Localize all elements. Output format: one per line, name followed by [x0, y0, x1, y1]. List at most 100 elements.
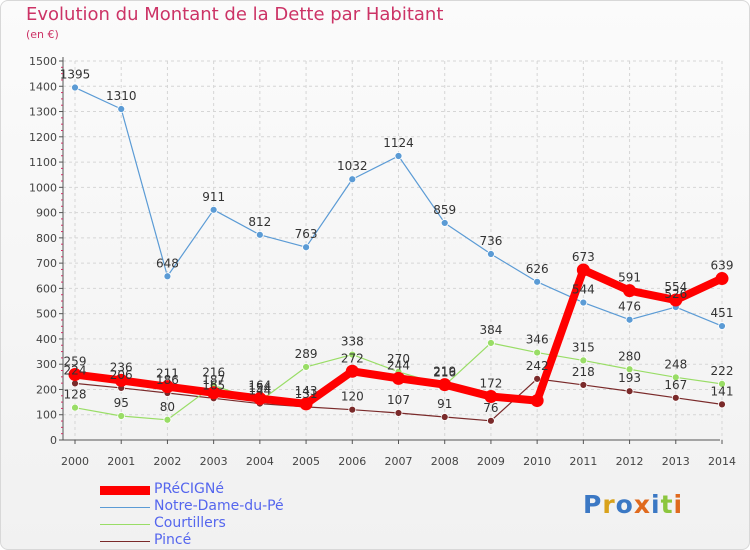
data-point-precigne	[160, 380, 174, 394]
data-point-precigne	[68, 368, 82, 382]
y-tick-label: 1000	[29, 181, 57, 194]
x-tick-label: 2010	[523, 455, 551, 468]
legend-label-courtillers: Courtillers	[154, 515, 226, 531]
data-label-notre-dame-du-pe: 911	[202, 190, 225, 204]
data-label-precigne: 236	[110, 360, 133, 374]
data-label-precigne: 211	[156, 367, 179, 381]
data-label-precigne: 591	[618, 271, 641, 285]
data-label-notre-dame-du-pe: 526	[664, 287, 687, 301]
data-point-precigne	[345, 364, 359, 378]
x-tick-label: 2003	[200, 455, 228, 468]
data-label-pince: 224	[64, 363, 87, 377]
data-label-pince: 218	[572, 365, 595, 379]
data-point-precigne	[623, 284, 637, 298]
legend-item-pince: Pincé	[100, 533, 360, 550]
y-tick-label: 1300	[29, 106, 57, 119]
data-label-pince: 141	[711, 384, 734, 398]
data-label-notre-dame-du-pe: 1395	[60, 68, 91, 82]
data-label-pince: 206	[110, 368, 133, 382]
data-label-pince: 107	[387, 393, 410, 407]
data-label-courtillers: 315	[572, 340, 595, 354]
data-label-precigne: 272	[341, 351, 364, 365]
data-label-pince: 91	[437, 397, 452, 411]
data-label-pince: 186	[156, 373, 179, 387]
data-point-notre-dame-du-pe	[255, 230, 264, 239]
data-label-notre-dame-du-pe: 626	[526, 262, 549, 276]
x-tick-label: 2009	[477, 455, 505, 468]
legend-swatch-precigne	[100, 486, 150, 495]
y-tick-label: 1400	[29, 80, 57, 93]
data-label-pince: 242	[526, 359, 549, 373]
data-label-precigne: 143	[295, 384, 318, 398]
data-label-notre-dame-du-pe: 736	[479, 234, 502, 248]
legend-swatch-notre-dame-du-pe	[100, 507, 150, 508]
data-point-pince	[487, 416, 495, 425]
y-tick-label: 800	[36, 232, 57, 245]
data-point-notre-dame-du-pe	[579, 298, 588, 307]
line-chart: 0 100 200 300 400 500 600 700 800 900 1000 1100 1200…	[29, 55, 736, 468]
data-label-notre-dame-du-pe: 859	[433, 203, 456, 217]
data-point-notre-dame-du-pe	[348, 175, 357, 184]
legend-label-pince: Pincé	[154, 532, 192, 548]
legend-item-precigne: PRéCIGNé	[100, 482, 360, 499]
data-label-notre-dame-du-pe: 648	[156, 256, 179, 270]
data-point-notre-dame-du-pe	[71, 83, 79, 92]
y-tick-label: 700	[36, 257, 57, 270]
data-point-courtillers	[487, 339, 495, 347]
x-tick-label: 2012	[616, 455, 644, 468]
data-point-pince	[440, 413, 449, 421]
data-point-notre-dame-du-pe	[117, 105, 126, 113]
data-point-precigne	[392, 371, 405, 385]
data-label-notre-dame-du-pe: 763	[295, 227, 318, 241]
data-point-courtillers	[117, 412, 126, 420]
x-tick-label: 2007	[385, 455, 413, 468]
data-label-notre-dame-du-pe: 1124	[383, 136, 414, 150]
data-label-pince: 165	[202, 378, 225, 392]
x-tick-label: 2011	[569, 455, 597, 468]
legend-swatch-courtillers	[100, 524, 150, 525]
data-point-notre-dame-du-pe	[625, 315, 634, 324]
y-tick-label: 100	[36, 409, 57, 422]
data-point-notre-dame-du-pe	[718, 322, 726, 330]
data-label-courtillers: 384	[479, 323, 502, 337]
x-tick-label: 2005	[292, 455, 320, 468]
data-point-notre-dame-du-pe	[394, 152, 403, 160]
data-label-courtillers: 280	[618, 349, 641, 363]
x-tick-label: 2000	[61, 455, 89, 468]
data-point-courtillers	[579, 356, 588, 365]
proxiti-logo: Proxiti	[583, 490, 684, 519]
data-point-precigne	[114, 373, 128, 387]
y-tick-label: 0	[50, 434, 57, 447]
data-label-courtillers: 216	[202, 365, 225, 379]
data-label-pince: 144	[248, 384, 271, 398]
data-label-courtillers: 270	[387, 352, 410, 366]
y-tick-label: 900	[36, 207, 57, 220]
data-label-precigne: 164	[248, 379, 271, 393]
data-point-pince	[348, 405, 357, 414]
y-tick-label: 300	[36, 358, 57, 371]
data-point-notre-dame-du-pe	[533, 277, 542, 286]
data-point-precigne	[438, 378, 452, 392]
data-point-courtillers	[718, 380, 726, 388]
data-point-pince	[579, 381, 588, 389]
data-point-pince	[394, 409, 403, 417]
data-label-notre-dame-du-pe: 812	[248, 215, 271, 229]
data-point-courtillers	[348, 350, 357, 359]
data-point-pince	[671, 393, 680, 402]
data-point-courtillers	[163, 415, 172, 424]
x-tick-label: 2004	[246, 455, 274, 468]
data-label-pince: 120	[341, 390, 364, 404]
x-tick-label: 2001	[107, 455, 135, 468]
data-label-courtillers: 128	[64, 388, 87, 402]
y-tick-label: 500	[36, 308, 57, 321]
data-label-courtillers: 248	[664, 357, 687, 371]
data-point-precigne	[299, 397, 313, 411]
data-point-precigne	[530, 394, 544, 408]
data-label-courtillers: 216	[433, 365, 456, 379]
data-label-pince: 167	[664, 378, 687, 392]
data-point-precigne	[207, 386, 221, 400]
x-tick-label: 2008	[431, 455, 459, 468]
data-point-pince	[533, 374, 542, 383]
data-label-notre-dame-du-pe: 1032	[337, 159, 368, 173]
legend-item-courtillers: Courtillers	[100, 516, 360, 533]
